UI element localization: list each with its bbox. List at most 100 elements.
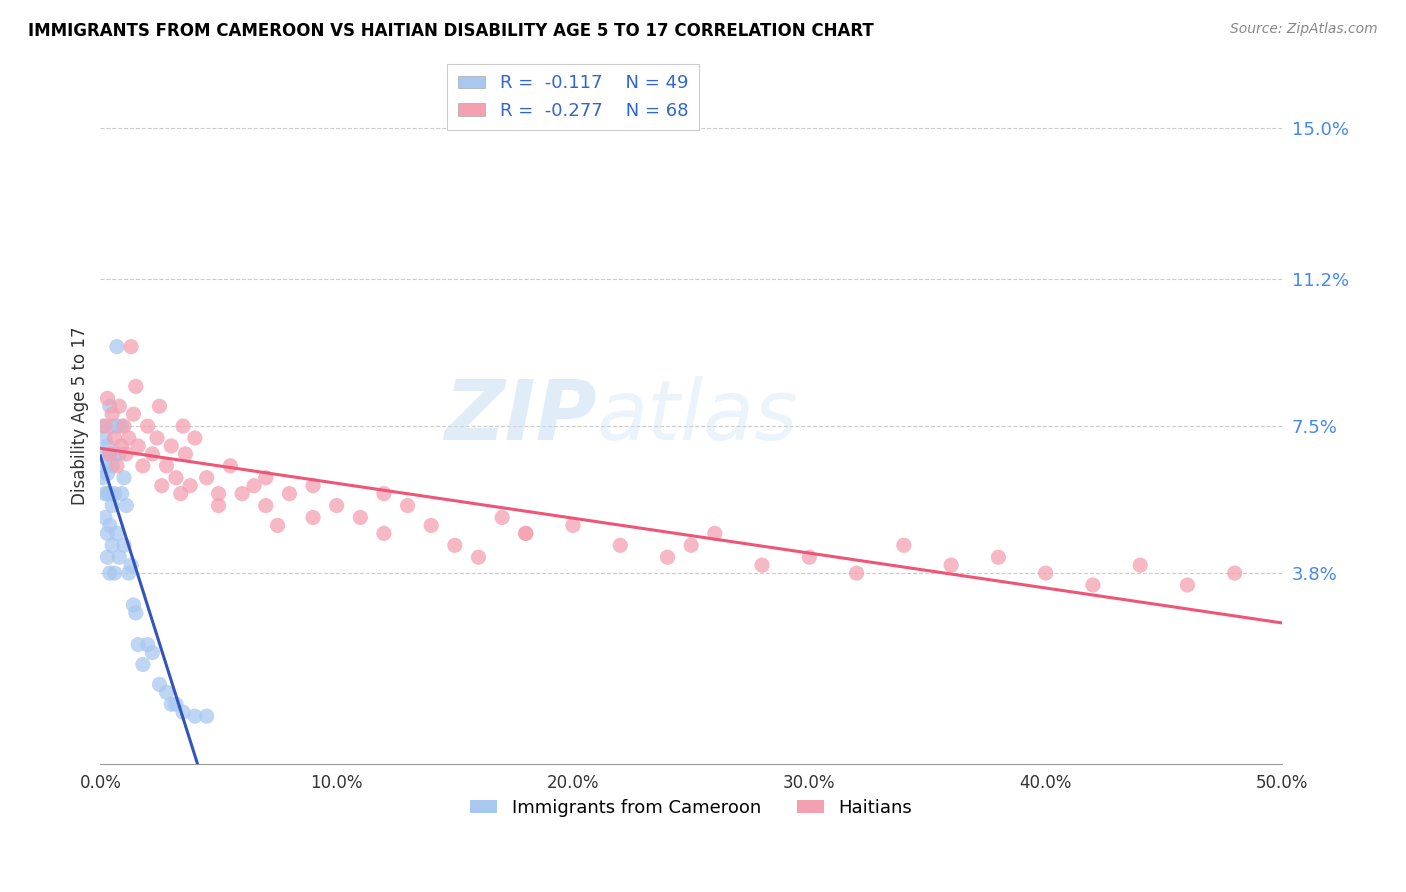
Point [939,558,962,573]
Point [98,399,121,413]
Point [96,526,118,541]
Point [91,419,114,434]
Point [155,685,177,699]
Point [112,471,135,485]
Point [94,458,117,473]
Point [98,447,121,461]
Point [141,646,163,660]
Point [987,550,1010,565]
Text: ZIP: ZIP [444,376,596,457]
Point [845,566,868,581]
Point [172,419,194,434]
Point [799,550,821,565]
Point [103,566,125,581]
Point [751,558,773,573]
Point [207,486,229,500]
Point [98,447,121,461]
Point [94,419,117,434]
Point [148,399,170,413]
Point [96,486,118,500]
Point [148,677,170,691]
Point [98,486,121,500]
Point [103,447,125,461]
Point [195,709,218,723]
Point [118,431,141,445]
Point [172,705,194,719]
Point [111,439,134,453]
Point [108,399,131,413]
Point [101,407,124,421]
Point [1081,578,1104,592]
Point [96,439,118,453]
Point [91,447,114,461]
Point [98,518,121,533]
Point [703,526,725,541]
Point [165,471,187,485]
Point [160,439,183,453]
Point [266,518,288,533]
Point [195,471,218,485]
Point [184,709,207,723]
Text: atlas: atlas [596,376,799,457]
Point [136,419,159,434]
Point [207,499,229,513]
Point [103,486,125,500]
Point [105,340,128,354]
Point [1223,566,1246,581]
Point [122,598,145,612]
Point [1129,558,1152,573]
Point [120,340,142,354]
Point [111,419,134,434]
Point [155,458,177,473]
Text: IMMIGRANTS FROM CAMEROON VS HAITIAN DISABILITY AGE 5 TO 17 CORRELATION CHART: IMMIGRANTS FROM CAMEROON VS HAITIAN DISA… [28,22,875,40]
Point [150,479,173,493]
Point [94,486,117,500]
Point [562,518,585,533]
Point [98,566,121,581]
Point [219,458,242,473]
Point [160,697,183,711]
Point [103,431,125,445]
Point [254,471,277,485]
Point [112,538,135,552]
Point [396,499,419,513]
Point [94,510,117,524]
Point [165,697,187,711]
Point [132,657,155,672]
Point [105,526,128,541]
Point [373,486,395,500]
Point [302,479,325,493]
Point [893,538,915,552]
Point [105,419,128,434]
Point [373,526,395,541]
Point [681,538,703,552]
Point [179,479,201,493]
Y-axis label: Disability Age 5 to 17: Disability Age 5 to 17 [72,327,89,506]
Point [96,392,118,406]
Text: Source: ZipAtlas.com: Source: ZipAtlas.com [1230,22,1378,37]
Point [657,550,679,565]
Point [94,431,117,445]
Point [170,486,193,500]
Point [136,638,159,652]
Point [101,419,124,434]
Point [443,538,465,552]
Point [96,550,118,565]
Point [115,447,138,461]
Point [96,467,118,481]
Point [132,458,155,473]
Point [146,431,169,445]
Point [105,458,128,473]
Point [515,526,537,541]
Point [420,518,443,533]
Point [1035,566,1057,581]
Point [184,431,207,445]
Point [118,566,141,581]
Point [254,499,277,513]
Point [122,407,145,421]
Point [101,538,124,552]
Point [243,479,266,493]
Point [302,510,325,524]
Point [120,558,142,573]
Point [515,526,537,541]
